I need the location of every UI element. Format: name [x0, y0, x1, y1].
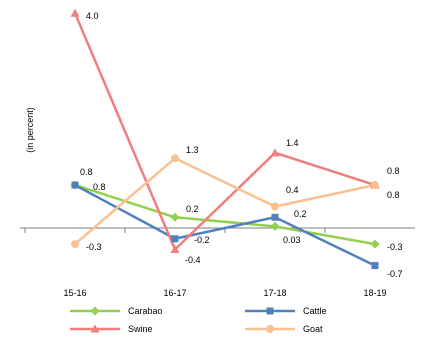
data-label: 0.8: [387, 190, 400, 200]
data-label: -0.3: [387, 242, 403, 252]
data-point-cattle: [371, 262, 379, 270]
data-label: 0.2: [186, 204, 199, 214]
data-label: -0.3: [86, 242, 102, 252]
x-tick-label: 15-16: [63, 288, 86, 298]
series-line-cattle: [74, 183, 376, 267]
legend-label: Carabao: [128, 306, 163, 316]
data-label: 0.03: [283, 235, 301, 245]
data-point-swine: [70, 8, 80, 17]
data-point-goat: [171, 154, 179, 163]
data-label: 0.8: [93, 182, 106, 192]
data-point-cattle: [71, 181, 79, 189]
data-label: 0.8: [80, 167, 93, 177]
data-point-goat: [71, 240, 79, 249]
x-tick-label: 17-18: [263, 288, 286, 298]
legend-label: Goat: [303, 324, 323, 334]
legend-marker: [90, 324, 100, 333]
data-point-swine: [270, 148, 280, 157]
data-point-carabao: [270, 221, 280, 231]
data-label: 0.4: [286, 185, 299, 195]
legend-marker: [90, 306, 100, 316]
y-axis-label: (in percent): [25, 107, 35, 153]
data-label: -0.4: [185, 255, 201, 265]
legend-label: Cattle: [303, 306, 327, 316]
data-label: 1.4: [286, 138, 299, 148]
data-label: 0.2: [294, 209, 307, 219]
data-label: 0.8: [387, 166, 400, 176]
x-tick-label: 18-19: [363, 288, 386, 298]
data-label: -0.7: [387, 269, 403, 279]
legend-item-goat: Goat: [245, 324, 323, 334]
series-line-swine: [73, 12, 376, 251]
legend-marker: [266, 307, 274, 315]
data-label: -0.2: [194, 235, 210, 245]
data-label: 4.0: [86, 11, 99, 21]
data-label: 1.3: [186, 145, 199, 155]
legend-item-cattle: Cattle: [245, 306, 327, 316]
legend-marker: [266, 325, 274, 333]
legend-item-carabao: Carabao: [70, 306, 163, 316]
data-point-cattle: [171, 235, 179, 243]
data-point-cattle: [271, 213, 279, 221]
x-tick-label: 16-17: [163, 288, 186, 298]
data-point-carabao: [170, 212, 180, 222]
series-line-goat: [74, 156, 376, 246]
legend-item-swine: Swine: [70, 324, 153, 334]
data-point-goat: [271, 202, 279, 211]
data-point-goat: [371, 181, 379, 190]
legend-label: Swine: [128, 324, 153, 334]
data-point-carabao: [370, 239, 380, 249]
data-point-swine: [170, 244, 180, 253]
